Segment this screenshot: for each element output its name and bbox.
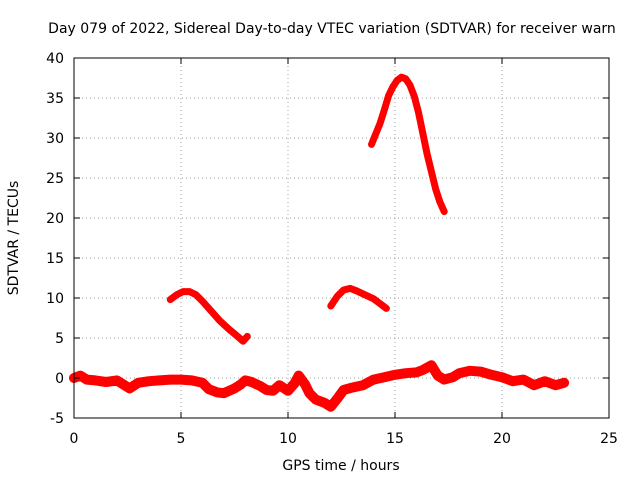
- grid: [74, 58, 609, 418]
- y-tick-label: 25: [46, 171, 64, 187]
- series-arc-3: [368, 73, 448, 216]
- x-tick-label: 25: [600, 431, 618, 447]
- y-tick-label: 5: [55, 331, 64, 347]
- x-tick-label: 5: [177, 431, 186, 447]
- series-baseline: [69, 360, 570, 412]
- y-tick-label: 30: [46, 131, 64, 147]
- chart-title: Day 079 of 2022, Sidereal Day-to-day VTE…: [48, 21, 616, 37]
- y-tick-label: 15: [46, 251, 64, 267]
- y-tick-label: 40: [46, 51, 64, 67]
- series-arc-2: [327, 284, 390, 312]
- series-group: [69, 73, 570, 412]
- y-axis-label: SDTVAR / TECUs: [6, 181, 22, 296]
- y-tick-label: 0: [55, 371, 64, 387]
- series-arc-1: [166, 288, 251, 345]
- y-tick-label: 35: [46, 91, 64, 107]
- x-tick-label: 0: [70, 431, 79, 447]
- x-axis-label: GPS time / hours: [282, 458, 399, 474]
- plot-frame: [73, 57, 610, 419]
- y-tick-label: 20: [46, 211, 64, 227]
- y-tick-label: -5: [50, 411, 64, 427]
- x-tick-label: 10: [279, 431, 297, 447]
- ticks: 0 5 10 15 20 25 -5 0 5 10 15 20 25 30 35 40: [46, 51, 618, 447]
- x-tick-label: 20: [493, 431, 511, 447]
- x-tick-label: 15: [386, 431, 404, 447]
- y-tick-label: 10: [46, 291, 64, 307]
